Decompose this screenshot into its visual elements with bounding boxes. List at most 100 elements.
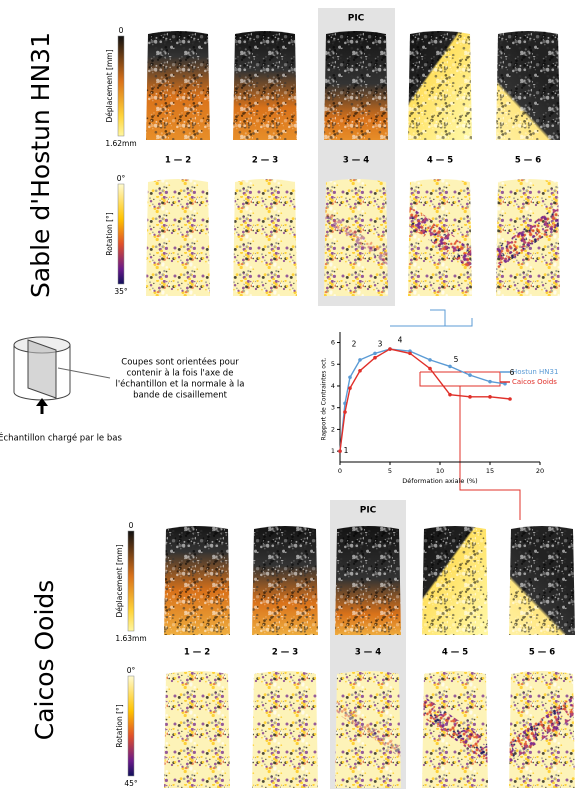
colorbar xyxy=(117,183,125,285)
data-point xyxy=(358,368,362,373)
data-point xyxy=(428,358,432,362)
grain-panel xyxy=(233,179,297,296)
series-line xyxy=(339,348,511,452)
grain-panel xyxy=(509,671,575,788)
peak-label: PIC xyxy=(348,14,365,24)
grain-panel xyxy=(509,526,575,635)
point-label: 6 xyxy=(510,368,515,377)
colorbar-max: 1.62mm xyxy=(105,139,136,148)
increment-label: 5 — 6 xyxy=(529,648,555,658)
grain-panel xyxy=(422,671,488,788)
data-point xyxy=(348,386,352,390)
grain-panel xyxy=(164,671,230,788)
data-point xyxy=(358,358,362,362)
data-point xyxy=(503,381,507,386)
increment-label: 1 — 2 xyxy=(184,648,210,658)
colorbar-min: 0° xyxy=(127,666,136,675)
increment-label: 2 — 3 xyxy=(252,156,278,166)
sketch-note: bande de cisaillement xyxy=(133,391,228,401)
point-label: 1 xyxy=(344,446,349,455)
data-point xyxy=(338,449,342,453)
grain-panel xyxy=(496,31,560,140)
increment-label: 4 — 5 xyxy=(442,648,468,658)
increment-label: 3 — 4 xyxy=(343,156,369,166)
data-point xyxy=(428,366,432,371)
grain-panel xyxy=(252,526,318,635)
sketch-note: Coupes sont orientées pour xyxy=(121,357,239,368)
y-tick-label: 2 xyxy=(331,425,335,433)
point-label: 5 xyxy=(454,355,459,364)
y-tick-label: 3 xyxy=(331,404,335,412)
data-point xyxy=(373,355,377,360)
axes xyxy=(339,332,540,463)
sketch-note: l'échantillon et la normale à la xyxy=(115,379,244,390)
grain-panel xyxy=(146,31,210,140)
material-title: Sable d'Hostun HN31 xyxy=(26,32,55,298)
y-tick-label: 1 xyxy=(331,447,335,455)
increment-label: 3 — 4 xyxy=(355,648,381,658)
material-title: Caicos Ooids xyxy=(30,580,59,741)
data-point xyxy=(348,375,352,380)
data-point xyxy=(448,392,452,397)
increment-label: 4 — 5 xyxy=(427,156,453,166)
colorbar-label: Rotation [°] xyxy=(115,704,124,747)
grain-panel xyxy=(233,31,297,140)
grain-panel xyxy=(408,31,472,140)
grain-panel xyxy=(496,179,560,296)
data-point xyxy=(373,351,377,356)
colorbar xyxy=(117,35,125,137)
y-tick-label: 6 xyxy=(331,339,335,347)
increment-label: 2 — 3 xyxy=(272,648,298,658)
data-point xyxy=(468,373,472,377)
data-point xyxy=(468,395,472,399)
grain-panel xyxy=(146,179,210,296)
x-axis-label: Déformation axiale (%) xyxy=(402,477,477,485)
series-line xyxy=(339,348,506,452)
y-tick-label: 5 xyxy=(331,360,335,368)
legend-label: Hostun HN31 xyxy=(512,368,558,376)
data-point xyxy=(488,379,492,384)
legend-label: Caicos Ooids xyxy=(512,378,557,386)
colorbar-label: Déplacement [mm] xyxy=(115,544,124,617)
data-point xyxy=(388,347,392,351)
sample-sketch xyxy=(13,336,111,414)
data-point xyxy=(508,397,512,401)
grain-panel xyxy=(335,526,401,635)
data-point xyxy=(343,410,347,414)
x-tick-label: 10 xyxy=(436,467,444,475)
grain-panel xyxy=(324,179,388,296)
x-tick-label: 5 xyxy=(388,467,392,475)
grain-panel xyxy=(324,31,388,140)
colorbar-min: 0° xyxy=(117,174,126,183)
grain-panel xyxy=(252,671,318,788)
increment-label: 1 — 2 xyxy=(165,156,191,166)
colorbar-max: 1.63mm xyxy=(115,634,146,643)
grain-panel xyxy=(164,526,230,635)
x-tick-label: 20 xyxy=(536,467,544,475)
colorbar-min: 0 xyxy=(129,521,134,530)
grain-panel xyxy=(422,526,488,635)
colorbar xyxy=(127,675,135,777)
increment-label: 5 — 6 xyxy=(515,156,541,166)
x-tick-label: 0 xyxy=(338,467,342,475)
colorbar xyxy=(127,530,135,632)
point-label: 2 xyxy=(352,340,357,349)
data-point xyxy=(343,401,347,406)
data-point xyxy=(448,364,452,369)
x-tick-label: 15 xyxy=(486,467,494,475)
connector xyxy=(390,309,521,520)
data-point xyxy=(408,351,412,356)
grain-panel xyxy=(408,179,472,296)
y-tick-label: 4 xyxy=(331,382,335,390)
sketch-caption: Échantillon chargé par le bas xyxy=(0,432,122,444)
data-point xyxy=(488,395,492,399)
colorbar-label: Déplacement [mm] xyxy=(105,49,114,122)
peak-label: PIC xyxy=(360,506,377,516)
y-axis-label: Rapport de Contraintes oct. xyxy=(321,357,328,440)
point-label: 3 xyxy=(378,340,383,349)
colorbar-min: 0 xyxy=(119,26,124,35)
grain-panel xyxy=(335,671,401,788)
colorbar-label: Rotation [°] xyxy=(105,212,114,255)
colorbar-max: 45° xyxy=(124,779,138,788)
